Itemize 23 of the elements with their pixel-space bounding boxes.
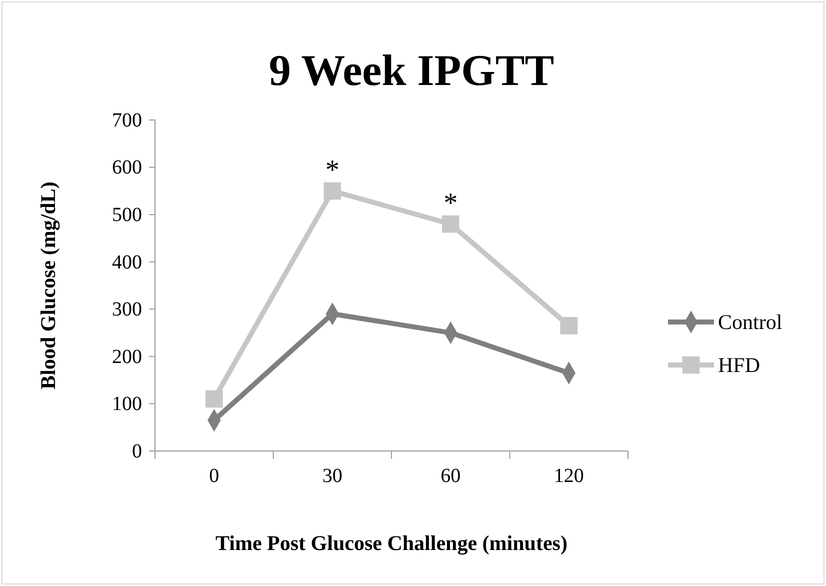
point — [324, 182, 342, 200]
x-tick-label: 60 — [440, 465, 461, 487]
y-tick-label: 200 — [112, 346, 142, 368]
legend-label: Control — [718, 310, 782, 334]
x-tick-label: 120 — [554, 465, 584, 487]
x-axis-title: Time Post Glucose Challenge (minutes) — [216, 531, 568, 555]
x-tick-label: 0 — [209, 465, 220, 487]
annotation: * — [444, 188, 458, 220]
y-axis-title: Blood Glucose (mg/dL) — [36, 182, 60, 390]
y-tick-label: 600 — [112, 156, 142, 179]
y-tick-label: 100 — [112, 393, 142, 416]
point — [442, 215, 460, 233]
x-tick-label: 30 — [322, 465, 342, 487]
point — [205, 390, 223, 408]
chart-title: 9 Week IPGTT — [268, 46, 554, 95]
point — [560, 317, 578, 334]
y-tick-label: 400 — [112, 251, 142, 274]
y-tick-label: 700 — [112, 109, 142, 132]
legend-label: HFD — [718, 353, 760, 377]
y-tick-label: 300 — [112, 298, 142, 321]
annotation: * — [325, 154, 340, 186]
y-tick-label: 500 — [112, 204, 142, 226]
y-tick-label: 0 — [132, 440, 142, 462]
